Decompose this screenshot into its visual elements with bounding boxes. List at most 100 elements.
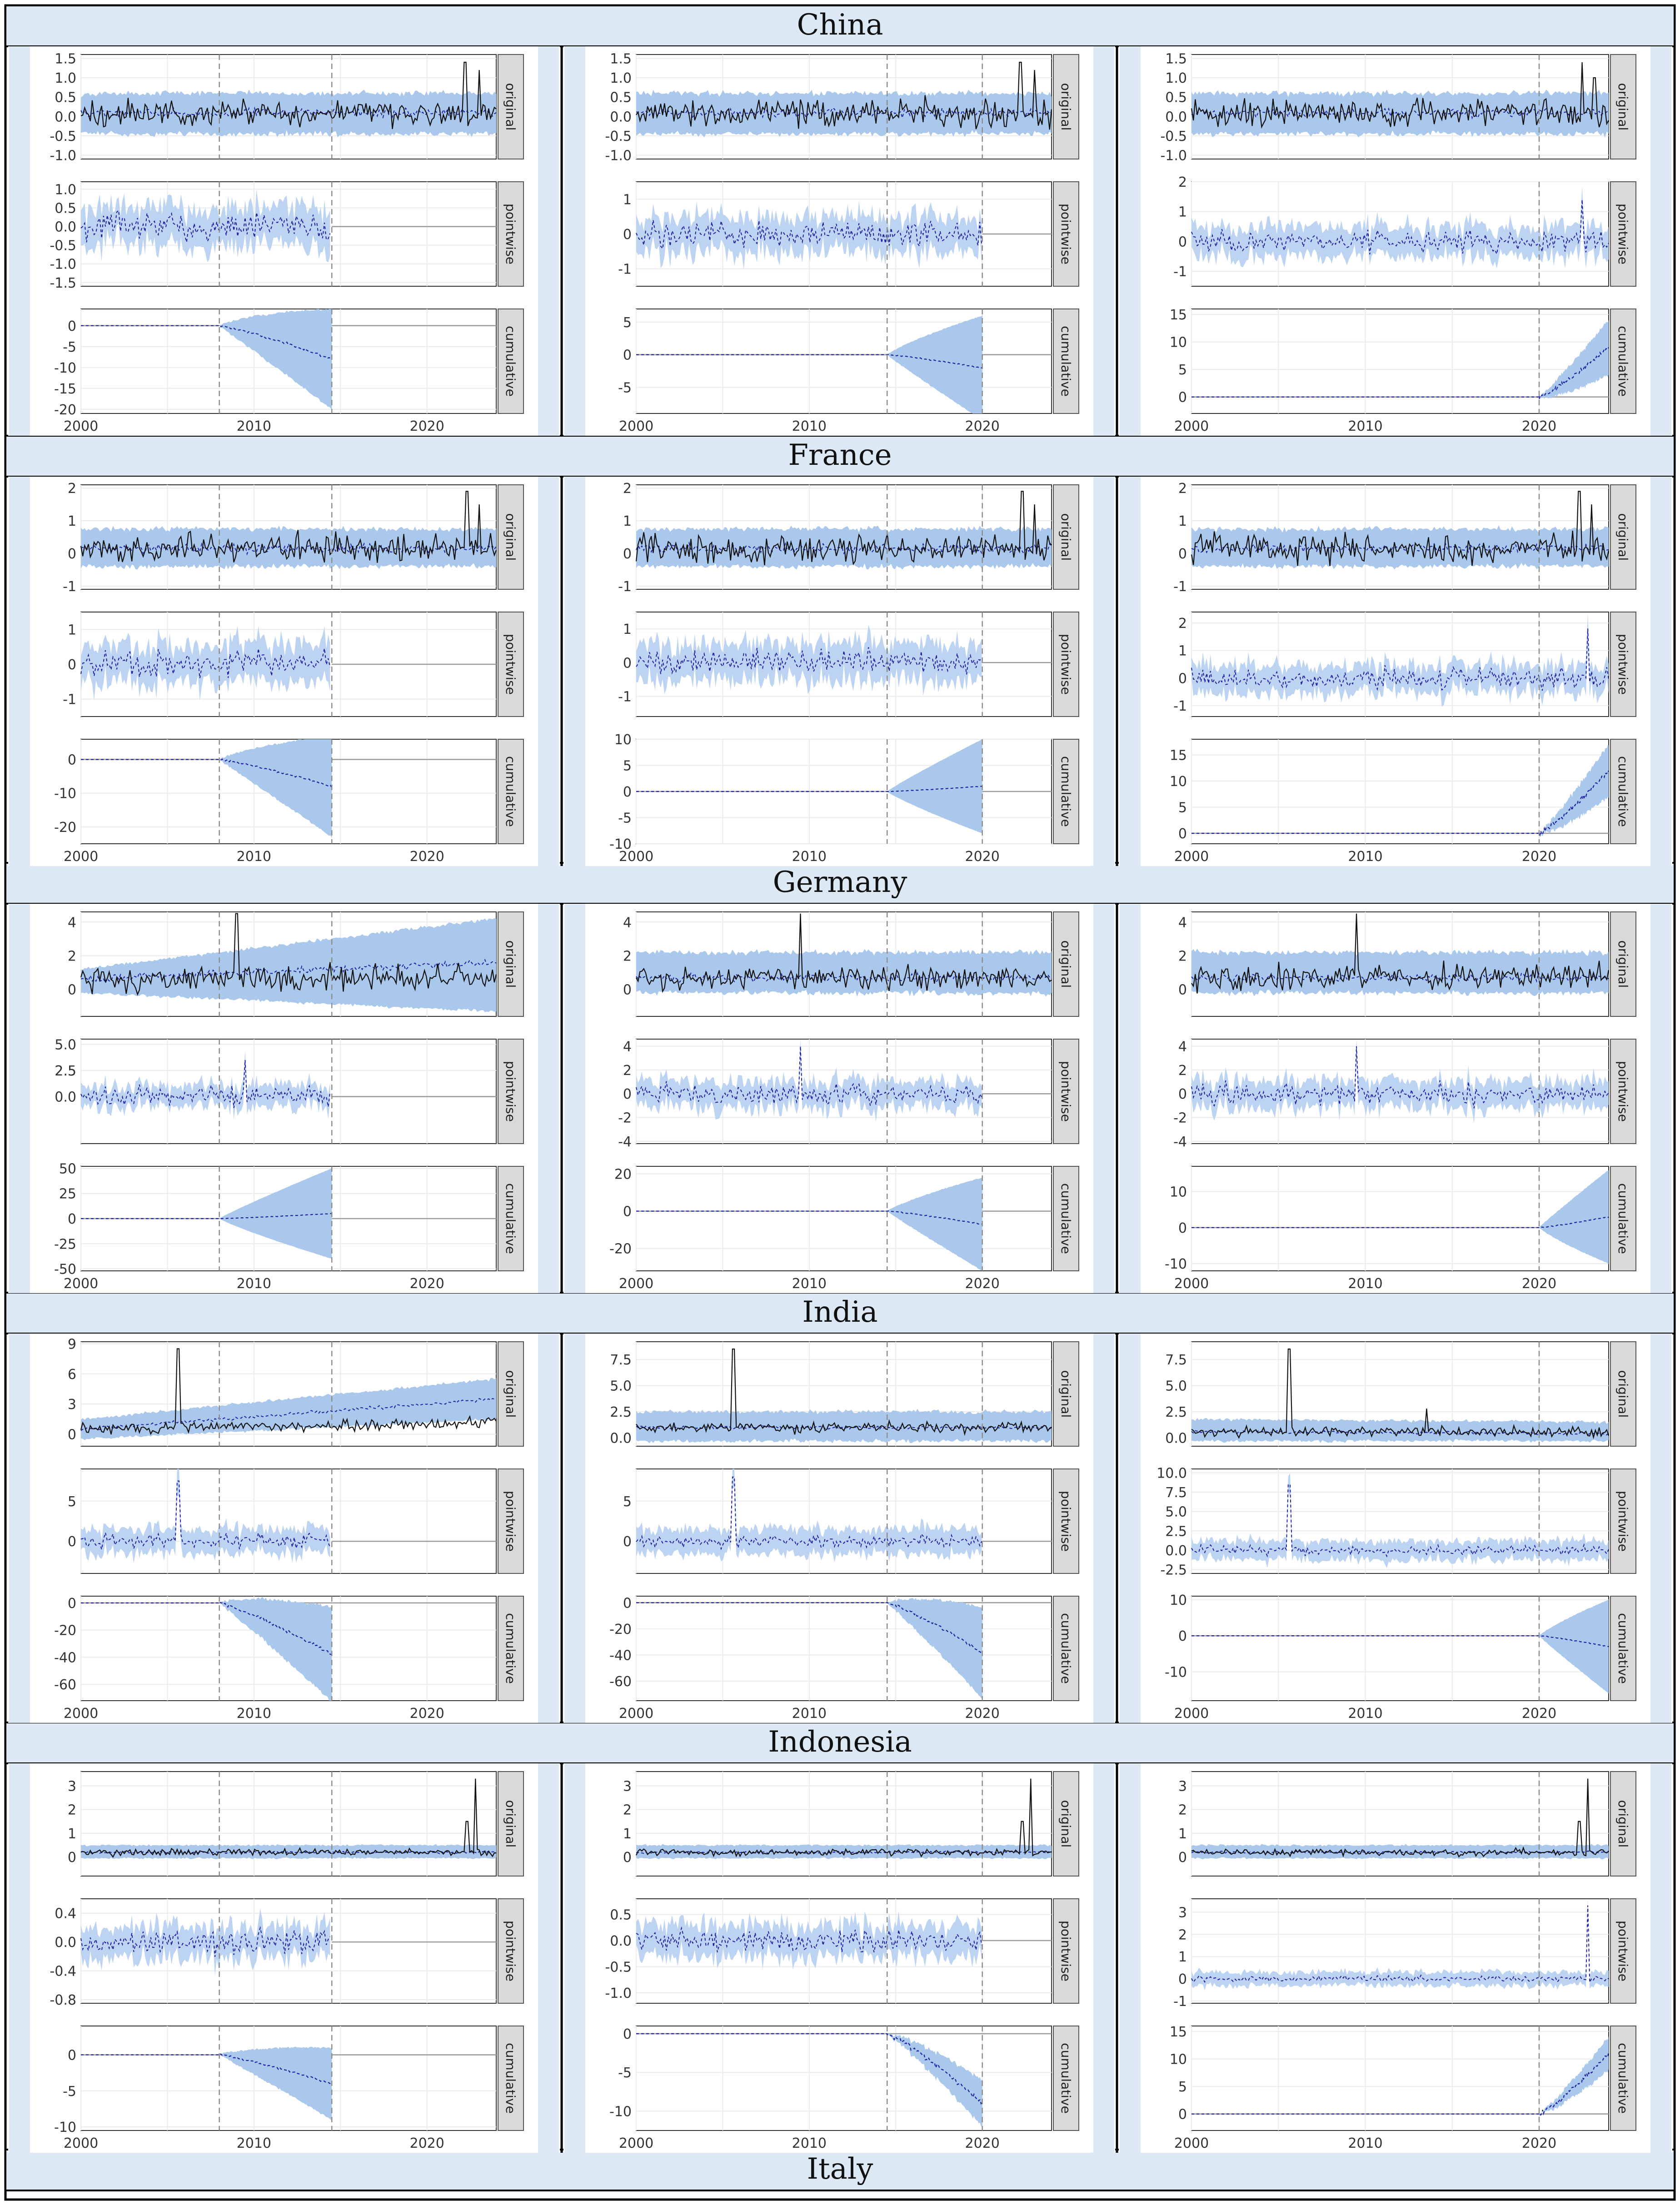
cumulative-band [1539, 1599, 1609, 1694]
facet-strip-label: original [1058, 1800, 1073, 1848]
chart-cell-margin-right [1093, 477, 1114, 866]
y-tick-label: 0 [68, 546, 76, 562]
y-tick-label: 5 [68, 1494, 76, 1510]
y-tick-label: -20 [54, 820, 76, 836]
chart-cell-margin-right [538, 1763, 559, 2153]
panel-pointwise: 5 0 pointwise [68, 1468, 524, 1574]
country-header-india: India [5, 1292, 1675, 1334]
facet-strip-label: cumulative [1615, 1613, 1630, 1684]
y-tick-label: 1 [623, 1826, 632, 1842]
y-tick-label: 0 [1178, 546, 1187, 562]
facet-strip [1610, 1468, 1636, 1574]
facet-strip-label: cumulative [503, 1613, 518, 1684]
y-tick-label: 0 [623, 784, 632, 800]
facet-strip [1610, 1596, 1636, 1701]
panel-pointwise: 10.0 7.5 5.0 2.5 0.0 -2.5 pointwise [1157, 1466, 1636, 1578]
panel-frame [636, 1771, 1052, 1876]
x-tick-label: 2010 [1348, 2135, 1382, 2151]
facet-strip [498, 181, 524, 287]
y-tick-label: -10 [54, 360, 76, 376]
y-tick-label: 3 [1178, 1905, 1187, 1921]
facet-strip [1610, 612, 1636, 717]
panel-frame [636, 2026, 1052, 2131]
y-tick-label: -0.4 [50, 1964, 76, 1980]
pointwise-effect-line [80, 1926, 331, 1957]
panel-cumulative: 0 -5 -10 -15 -20 cumulative [54, 309, 524, 418]
y-tick-label: 25 [59, 1186, 76, 1202]
pointwise-effect-line [80, 1060, 331, 1108]
country-title: France [788, 438, 892, 472]
panel-pointwise: 0.4 0.0 -0.4 -0.8 pointwise [50, 1898, 524, 2008]
y-tick-label: 3 [68, 1778, 76, 1794]
cumulative-effect-line [81, 758, 333, 788]
y-tick-label: -4 [618, 1134, 632, 1150]
y-tick-label: 1.0 [55, 70, 76, 86]
y-tick-label: 2.5 [1165, 1404, 1187, 1420]
facet-strip [1053, 911, 1079, 1017]
panel-original: 3 2 1 0 original [1178, 1771, 1636, 1876]
panel-cumulative: 15 10 5 0 cumulative [1170, 307, 1636, 414]
y-tick-label: 0 [68, 657, 76, 673]
facet-strip [1053, 309, 1079, 414]
y-tick-label: 1 [68, 1826, 76, 1842]
y-tick-label: -1 [1173, 698, 1187, 714]
panel-pointwise: 1 0 -1 pointwise [63, 612, 524, 717]
x-tick-label: 2010 [792, 418, 827, 434]
panel-frame [80, 1771, 497, 1876]
panel-frame [80, 1468, 497, 1574]
prediction-band [81, 918, 496, 1012]
y-tick-label: 0.5 [610, 90, 632, 106]
y-tick-label: 0 [68, 319, 76, 334]
facet-strip [498, 739, 524, 844]
panel-original: 1.5 1.0 0.5 0.0 -0.5 -1.0 original [1160, 51, 1636, 164]
facet-strip [1053, 1596, 1079, 1701]
y-tick-label: 0 [1178, 234, 1187, 250]
facet-strip-label: pointwise [1058, 1061, 1073, 1122]
pointwise-effect-line [1191, 199, 1609, 256]
y-tick-label: 0.5 [610, 1907, 632, 1923]
chart-indonesia-1: 3 2 1 0 original 0.4 0.0 -0.4 -0.8 pointwise 0 -5 -1… [8, 1763, 560, 2153]
x-tick-label: 2010 [1348, 418, 1382, 434]
y-tick-label: -1 [1173, 1994, 1187, 2010]
y-tick-label: -0.5 [50, 238, 76, 254]
y-tick-label: 10.0 [1157, 1466, 1187, 1482]
panel-pointwise: 3 2 1 0 -1 pointwise [1173, 1898, 1636, 2010]
chart-cell-margin-right [1093, 1763, 1114, 2153]
pointwise-band [81, 1908, 330, 1976]
y-tick-label: 2 [623, 948, 632, 964]
y-tick-label: 0 [623, 1086, 632, 1102]
pointwise-band [1191, 1473, 1609, 1568]
y-tick-label: 15 [1170, 307, 1187, 323]
facet-strip-label: pointwise [1615, 204, 1630, 264]
facet-strip-label: original [1615, 83, 1630, 131]
country-title: Germany [773, 866, 907, 899]
y-tick-label: 0 [68, 1211, 76, 1227]
facet-strip [498, 1898, 524, 2004]
chart-cell-margin-left [564, 1763, 585, 2153]
panel-cumulative: 5 0 -5 cumulative [618, 309, 1079, 414]
y-tick-label: 0 [68, 1427, 76, 1443]
x-tick-label: 2000 [619, 2135, 653, 2151]
y-tick-label: 2 [1178, 1927, 1187, 1943]
y-tick-label: 10 [614, 732, 632, 748]
facet-strip-label: original [503, 1370, 518, 1418]
facet-strip-label: pointwise [1615, 1491, 1630, 1552]
panel-original: 1.5 1.0 0.5 0.0 -0.5 -1.0 original [605, 51, 1079, 164]
facet-strip-label: cumulative [503, 1183, 518, 1254]
y-tick-label: 0.5 [55, 90, 76, 106]
prediction-band [81, 1844, 496, 1860]
y-tick-label: 2 [623, 481, 632, 497]
panel-cumulative: 0 -20 -40 -60 cumulative [54, 1596, 524, 1701]
x-tick-label: 2000 [619, 849, 653, 865]
x-tick-label: 2000 [64, 2135, 98, 2151]
facet-strip [1610, 484, 1636, 590]
facet-strip [498, 911, 524, 1017]
y-tick-label: 0 [623, 1534, 632, 1550]
facet-strip [1053, 181, 1079, 287]
pointwise-effect-line [80, 1480, 331, 1551]
facet-strip-label: original [1058, 1370, 1073, 1418]
x-tick-label: 2010 [1348, 1706, 1382, 1722]
y-tick-label: -10 [1165, 1256, 1187, 1272]
x-tick-label: 2000 [64, 418, 98, 434]
panel-frame [636, 1468, 1052, 1574]
